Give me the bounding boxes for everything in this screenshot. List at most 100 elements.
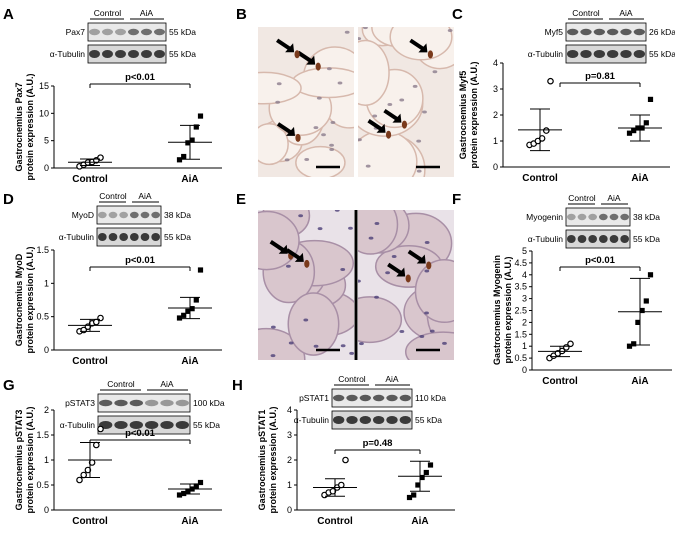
blot-group-label: Control [94,8,122,18]
data-point-control [329,487,337,495]
nucleus [442,341,447,345]
nucleus [429,329,435,333]
data-point-aia [176,157,183,163]
blot-band [386,394,398,402]
nucleus [385,271,391,275]
p-value-label: p<0.01 [125,428,156,439]
micrograph-b-aia [358,27,454,177]
blot-molecular-weight: 55 kDa [633,234,660,244]
arrow-head [396,267,406,277]
micrograph-e-aia [358,210,454,360]
nucleus [317,227,323,231]
blot-group-label: Control [99,191,127,201]
blot-band [98,211,107,219]
blot-band [577,235,587,243]
nucleus [334,210,340,212]
blot-band [633,28,645,36]
positive-nucleus [295,133,301,142]
blot-molecular-weight: 100 kDa [193,398,225,408]
blot-group-label: AiA [385,374,399,384]
nucleus [416,139,422,143]
nucleus [358,138,362,142]
blot-band [359,416,372,424]
blot-strip [96,227,162,247]
x-category-label: AiA [181,356,198,367]
nucleus [412,84,418,88]
y-axis-title: Gastrocnemius Myf5 [458,71,468,160]
blot-band [114,399,128,407]
x-category-label: Control [542,376,578,387]
blot-band [141,50,152,58]
muscle-fiber [404,331,454,360]
arrow-head [306,55,316,65]
data-point-aia [635,319,641,325]
panel-letter: E [236,191,246,208]
y-axis-title: protein expression (A.U.) [25,73,35,180]
y-tick-label: 3 [287,430,292,440]
y-tick-label: 1 [44,278,49,288]
positive-nucleus [405,274,411,283]
data-point-control [97,314,104,322]
blot-band-label: pSTAT1 [299,393,329,403]
data-point-aia [643,120,649,126]
nucleus [270,325,276,329]
nucleus [329,147,335,151]
blot-group-label: Control [338,374,366,384]
y-tick-label: 3 [493,84,498,94]
blot-band [567,235,576,243]
y-tick-label: 1 [287,480,292,490]
blot-band [141,28,152,36]
blot-band [346,394,358,402]
p-value-label: p=0.48 [363,438,393,449]
nucleus [298,214,304,218]
data-point-aia [189,306,195,312]
blot-band [620,213,630,221]
arrow-head [294,252,304,262]
blot-band [175,399,189,407]
panel-letter: F [452,191,461,208]
blot-strip [565,229,631,249]
panel-letter: C [452,6,463,23]
muscle-fiber [358,39,390,106]
blot-band [129,399,143,407]
nucleus [358,37,362,41]
panel-letter: B [236,6,247,23]
data-point-aia [419,474,425,481]
nucleus [344,30,350,34]
blot-band [128,28,139,36]
nucleus [359,342,364,346]
blot-band [89,28,100,36]
blot-band [99,399,113,407]
blot-band-label: α-Tubulin [528,49,564,59]
blot-band [609,213,619,221]
blot-band [145,399,159,407]
nucleus [276,82,282,86]
p-value-label: p<0.01 [585,255,616,266]
y-axis-title: Gastrocnemius pSTAT3 [14,410,24,511]
blot-group-label: AiA [160,379,174,389]
nucleus [374,295,379,299]
blot-strip [565,207,631,227]
x-category-label: Control [72,356,108,367]
nucleus [372,114,378,118]
blot-band [154,50,165,58]
y-tick-label: 0 [44,163,49,173]
arrow-head [376,123,386,133]
plot-g: 0 0.5 1 1.5 2 Control AiA p<0.01 Gastrocnemius p… [14,405,222,527]
y-axis-title: protein expression (A.U.) [25,246,35,353]
nucleus [337,81,343,85]
nucleus [365,164,371,168]
nucleus [416,169,422,173]
blot-band-label: Myf5 [545,27,564,37]
y-tick-label: 0 [493,162,498,172]
blot-band [129,421,143,429]
blot-molecular-weight: 55 kDa [169,49,196,59]
blot-band-label: Myogenin [526,212,563,222]
data-point-aia [197,113,204,119]
y-tick-label: 1 [493,136,498,146]
western-blot-h: Control AiA pSTAT1 110 kDa α-Tubulin 55 kDa [294,374,446,430]
data-point-aia [176,492,183,498]
y-tick-label: 4 [522,270,527,280]
nucleus [399,98,405,102]
y-tick-label: 4.5 [514,258,527,268]
